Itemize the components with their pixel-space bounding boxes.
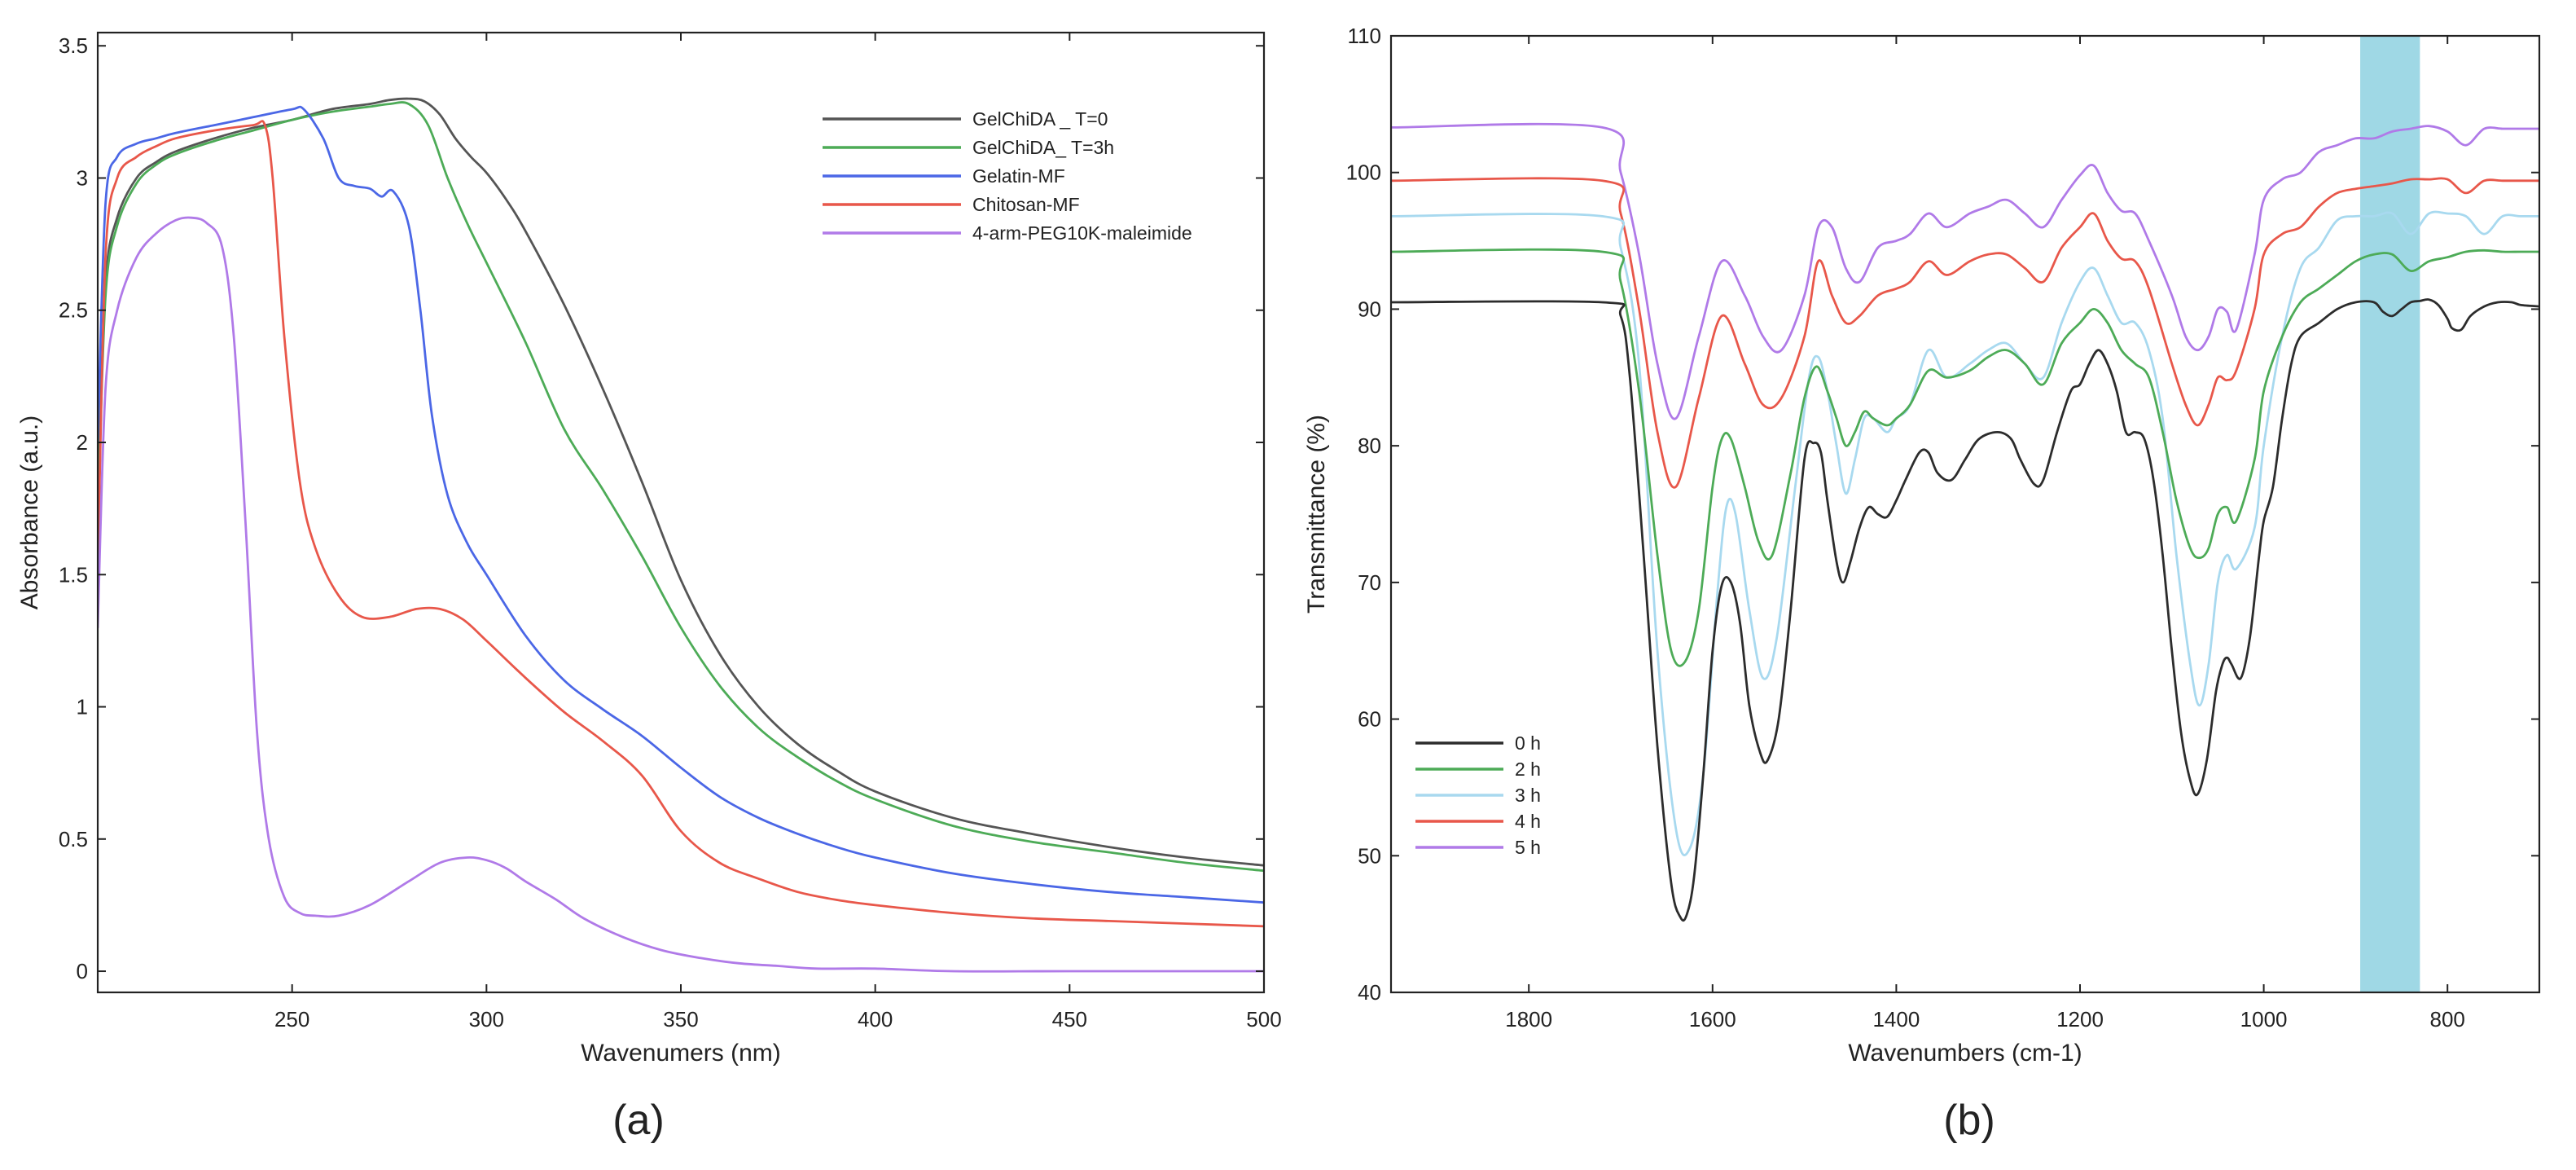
series-line-0-h <box>1391 298 2539 922</box>
x-tick-label: 450 <box>1052 1007 1087 1031</box>
series-line-2-h <box>1391 248 2539 667</box>
legend-label-5-h: 5 h <box>1515 837 1541 858</box>
panel-a-y-axis-title: Absorbance (a.u.) <box>16 416 43 609</box>
series-line-4-h <box>1391 177 2539 489</box>
y-tick-label: 90 <box>1358 297 1381 321</box>
transmittance-chart: 1800 1600 1400 1200 1000 800 40 50 60 70 80 90 100 11… <box>1303 24 2541 1144</box>
series-line-gelatin-mf <box>98 105 1264 904</box>
panel-b-legend: 0 h 2 h 3 h 4 h 5 h <box>1415 732 1541 858</box>
y-tick-label: 3.5 <box>59 33 88 58</box>
y-tick-label: 2.5 <box>59 298 88 323</box>
legend-label-4-arm-peg10k-maleimide: 4-arm-PEG10K-maleimide <box>972 222 1192 244</box>
x-tick-label: 1200 <box>2056 1007 2104 1031</box>
y-tick-label: 40 <box>1358 980 1381 1005</box>
x-tick-label: 1400 <box>1872 1007 1920 1031</box>
x-tick-label: 800 <box>2430 1007 2465 1031</box>
legend-label-0-h: 0 h <box>1515 732 1541 754</box>
legend-label-chitosan-mf: Chitosan-MF <box>972 194 1080 215</box>
legend-label-3-h: 3 h <box>1515 785 1541 806</box>
series-line-5-h <box>1391 122 2539 420</box>
x-tick-label: 350 <box>663 1007 698 1031</box>
legend-label-gelchida-t-0: GelChiDA _ T=0 <box>972 108 1108 130</box>
x-tick-label: 250 <box>274 1007 309 1031</box>
y-tick-label: 3 <box>77 165 88 190</box>
y-tick-label: 100 <box>1346 161 1381 185</box>
series-line-gelchida-t-3h <box>98 101 1264 873</box>
x-tick-label: 500 <box>1246 1007 1281 1031</box>
x-tick-label: 1000 <box>2240 1007 2288 1031</box>
y-tick-label: 70 <box>1358 570 1381 595</box>
legend-label-4-h: 4 h <box>1515 811 1541 832</box>
series-line-chitosan-mf <box>98 120 1264 928</box>
panel-a-panel-label: (a) <box>612 1097 665 1144</box>
panel-b-panel-label: (b) <box>1943 1097 1995 1144</box>
legend-label-2-h: 2 h <box>1515 759 1541 780</box>
panel-b-plot-area <box>1391 122 2539 922</box>
y-tick-label: 0.5 <box>59 827 88 851</box>
y-tick-label: 2 <box>77 430 88 455</box>
series-line-4-arm-peg10k-maleimide <box>98 216 1264 973</box>
panel-a-x-axis-title: Wavenumers (nm) <box>581 1040 781 1067</box>
series-line-3-h <box>1391 210 2539 856</box>
x-tick-label: 400 <box>858 1007 893 1031</box>
absorbance-chart: 250 300 350 400 450 500 0 0.5 1 1.5 2 2.5 3 3.5 Wavenu… <box>16 31 1282 1144</box>
panel-b-highlight-band <box>2360 36 2420 992</box>
legend-label-gelchida-t-3h: GelChiDA_ T=3h <box>972 137 1114 158</box>
series-line-gelchida-t-0 <box>98 97 1264 867</box>
panel-b-y-axis-title: Transmittance (%) <box>1303 415 1330 614</box>
x-tick-label: 1800 <box>1505 1007 1552 1031</box>
panel-a-plot-area <box>98 97 1264 973</box>
panel-b-x-axis-title: Wavenumbers (cm-1) <box>1848 1040 2082 1067</box>
x-tick-label: 1600 <box>1689 1007 1736 1031</box>
panel-a-legend: GelChiDA _ T=0 GelChiDA_ T=3h Gelatin-MF Ch… <box>823 108 1192 244</box>
y-tick-label: 110 <box>1348 24 1381 48</box>
y-tick-label: 0 <box>77 959 88 983</box>
y-tick-label: 1.5 <box>59 562 88 587</box>
x-tick-label: 300 <box>469 1007 504 1031</box>
panel-b-plot-frame <box>1389 34 2541 994</box>
y-tick-label: 50 <box>1358 843 1381 868</box>
y-tick-label: 60 <box>1358 707 1381 732</box>
y-tick-label: 1 <box>77 695 88 719</box>
legend-label-gelatin-mf: Gelatin-MF <box>972 165 1065 187</box>
y-tick-label: 80 <box>1358 433 1381 458</box>
